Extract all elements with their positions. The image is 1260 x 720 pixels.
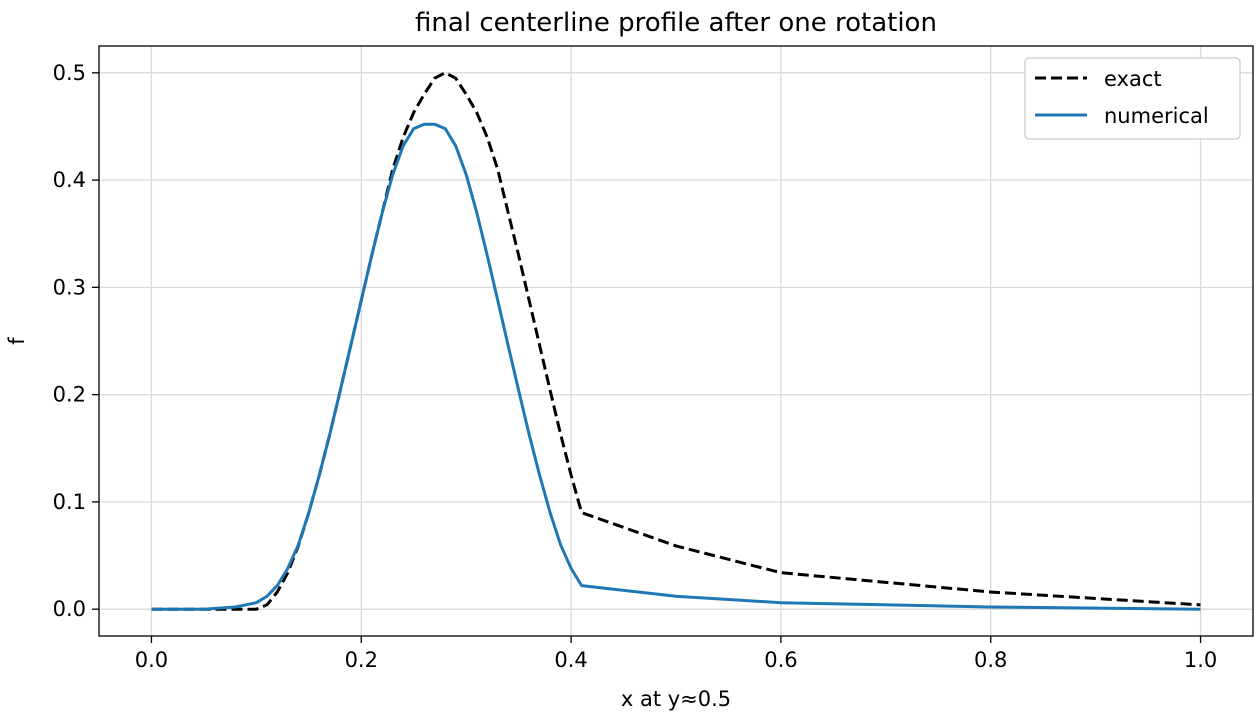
x-axis-label: x at y≈0.5 — [621, 687, 731, 711]
legend-frame — [1024, 57, 1241, 140]
series-line-exact — [151, 71, 1201, 611]
y-tick-label: 0.5 — [53, 61, 86, 85]
y-tick-label: 0.2 — [53, 383, 86, 407]
y-tick-label: 0.4 — [53, 168, 86, 192]
x-axis: 0.0 0.2 0.4 0.6 0.8 1.0 — [135, 636, 1217, 672]
y-axis: 0.0 0.1 0.2 0.3 0.4 0.5 — [53, 61, 99, 621]
x-tick-label: 0.0 — [135, 648, 168, 672]
legend: exact numerical — [1024, 57, 1241, 140]
y-tick-label: 0.1 — [53, 490, 86, 514]
y-axis-label: f — [5, 337, 29, 345]
legend-label-exact: exact — [1104, 67, 1162, 91]
chart-title: final centerline profile after one rotat… — [415, 8, 937, 38]
x-tick-label: 0.8 — [974, 648, 1007, 672]
y-tick-label: 0.0 — [53, 597, 86, 621]
series-layer — [151, 71, 1201, 611]
series-line-numerical — [151, 122, 1201, 611]
x-tick-label: 0.2 — [345, 648, 378, 672]
x-tick-label: 1.0 — [1184, 648, 1217, 672]
x-tick-label: 0.4 — [554, 648, 587, 672]
legend-label-numerical: numerical — [1104, 104, 1209, 128]
x-tick-label: 0.6 — [764, 648, 797, 672]
y-tick-label: 0.3 — [53, 275, 86, 299]
grid — [99, 46, 1253, 636]
plot-frame — [98, 45, 1254, 637]
